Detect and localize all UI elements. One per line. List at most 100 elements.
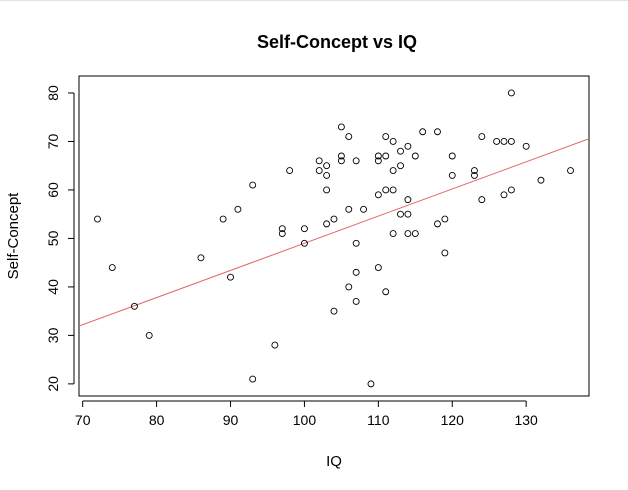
data-point (130, 302, 138, 310)
data-point (411, 152, 419, 160)
data-point (367, 380, 375, 388)
data-point (271, 341, 279, 349)
data-point (330, 215, 338, 223)
data-point (374, 157, 382, 165)
data-point (330, 307, 338, 315)
data-point (374, 152, 382, 160)
y-tick-label: 40 (45, 279, 61, 295)
data-point (278, 230, 286, 238)
data-point (404, 230, 412, 238)
data-point (389, 138, 397, 145)
data-point (323, 220, 331, 228)
data-point (448, 171, 456, 179)
top-border (0, 0, 628, 1)
x-tick-label: 120 (441, 412, 465, 428)
data-point (441, 249, 449, 257)
plot-frame (78, 75, 590, 397)
data-point (337, 123, 345, 131)
data-points (94, 89, 574, 388)
data-point (493, 138, 501, 145)
y-tick-label: 70 (45, 133, 61, 149)
x-axis: 70 80 90 100 110 120 130 (75, 400, 538, 428)
data-point (567, 167, 574, 174)
data-point (352, 157, 360, 165)
chart-title: Self-Concept vs IQ (257, 32, 417, 52)
x-tick-label: 100 (293, 412, 317, 428)
data-point (300, 239, 308, 247)
data-point (249, 375, 257, 383)
data-point (374, 191, 382, 199)
x-tick-label: 110 (367, 412, 390, 428)
data-point (507, 89, 515, 97)
data-point (448, 152, 456, 160)
data-point (397, 162, 404, 170)
data-point (397, 147, 404, 155)
data-point (315, 157, 323, 165)
data-point (249, 181, 257, 189)
y-tick-label: 80 (45, 85, 61, 101)
x-tick-label: 80 (149, 412, 165, 428)
data-point (94, 215, 101, 223)
data-point (315, 167, 323, 174)
data-point (404, 196, 412, 204)
data-point (500, 191, 508, 199)
x-tick-label: 70 (75, 412, 91, 428)
data-point (219, 215, 227, 223)
regression-line (79, 138, 589, 327)
data-point (389, 186, 397, 194)
data-point (382, 186, 390, 194)
data-point (411, 230, 419, 238)
data-point (300, 225, 308, 233)
data-point (352, 239, 360, 247)
data-point (404, 210, 412, 218)
data-point (404, 142, 412, 150)
data-point (345, 133, 353, 141)
data-point (507, 186, 515, 194)
y-tick-label: 20 (45, 376, 61, 392)
data-point (382, 288, 390, 296)
y-tick-label: 60 (45, 182, 61, 198)
y-tick-label: 30 (45, 327, 61, 343)
data-point (345, 283, 353, 291)
y-axis-label: Self-Concept (5, 192, 22, 280)
data-point (389, 230, 397, 238)
data-point (537, 176, 545, 184)
data-point (382, 133, 390, 141)
data-point (234, 205, 242, 213)
data-point (278, 225, 286, 233)
data-point (345, 205, 353, 213)
data-point (389, 167, 397, 174)
data-point (145, 331, 153, 339)
data-point (434, 220, 441, 228)
data-point (478, 196, 486, 204)
data-point (323, 162, 331, 170)
data-point (470, 167, 478, 174)
data-point (337, 152, 345, 160)
data-point (470, 171, 478, 179)
data-point (323, 171, 331, 179)
x-axis-label: IQ (326, 453, 342, 470)
data-point (522, 142, 530, 150)
data-point (434, 128, 441, 136)
data-point (286, 167, 294, 174)
data-point (441, 215, 449, 223)
data-point (500, 138, 508, 145)
data-point (382, 152, 390, 160)
y-axis: 20 30 40 50 60 70 80 (45, 85, 75, 392)
data-point (374, 264, 382, 271)
data-point (478, 133, 486, 141)
data-point (507, 138, 515, 145)
x-tick-label: 130 (514, 412, 538, 428)
data-point (352, 268, 360, 276)
data-point (360, 205, 368, 213)
data-point (397, 210, 404, 218)
data-point (108, 264, 116, 271)
data-point (323, 186, 331, 194)
data-point (352, 298, 360, 305)
data-point (227, 273, 234, 281)
data-point (419, 128, 427, 136)
data-point (337, 157, 345, 165)
x-tick-label: 90 (223, 412, 239, 428)
y-tick-label: 50 (45, 230, 61, 246)
